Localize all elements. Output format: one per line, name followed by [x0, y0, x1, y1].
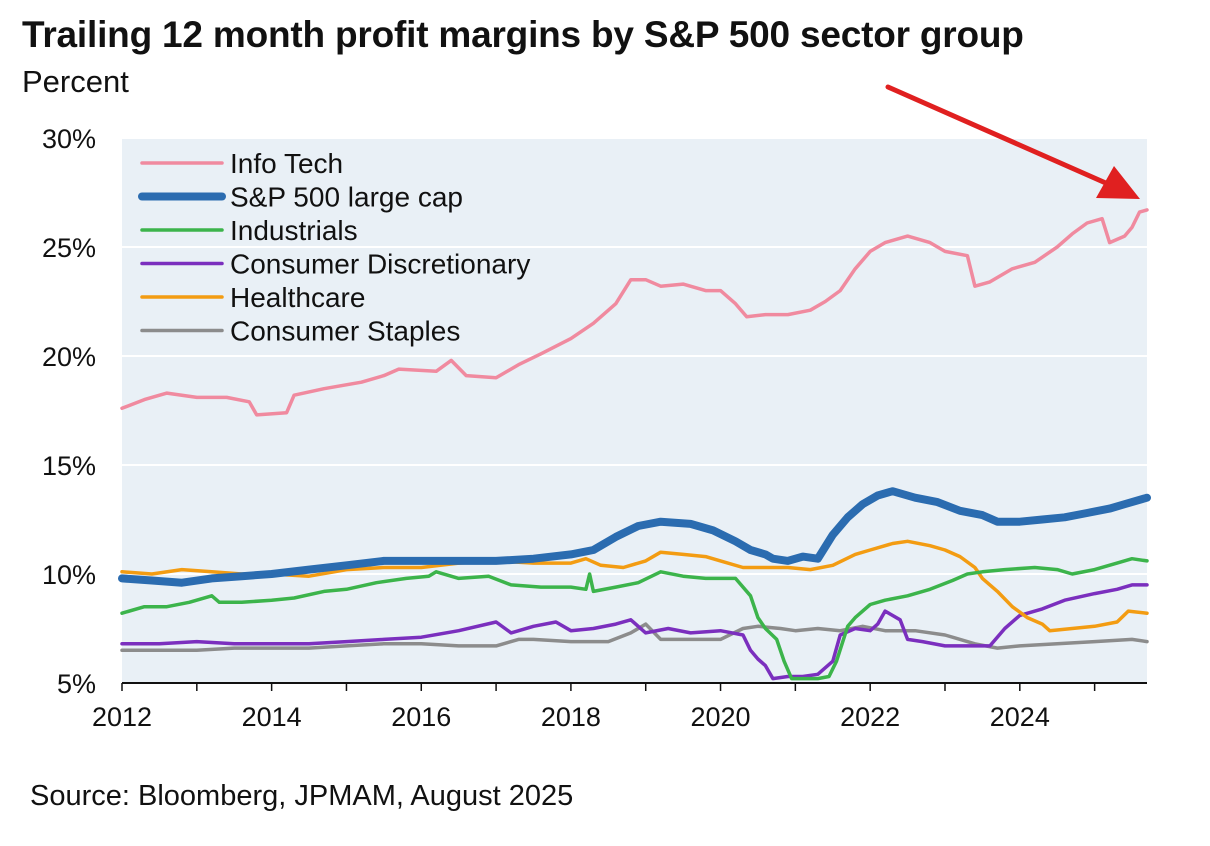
y-tick-label: 10% — [42, 560, 96, 590]
series-layer — [118, 208, 1151, 681]
series-line-healthcare — [120, 539, 1149, 633]
x-axis: 2012 2014 2016 2018 2020 2022 2024 — [92, 682, 1147, 732]
y-tick-label: 5% — [57, 669, 96, 699]
legend-label: S&P 500 large cap — [230, 182, 463, 213]
y-tick-label: 15% — [42, 451, 96, 481]
x-tick-label: 2018 — [541, 702, 601, 732]
annotation-arrow-head — [1096, 166, 1140, 199]
y-tick-label: 25% — [42, 233, 96, 263]
series-line-consumer-staples — [120, 622, 1149, 653]
series-line-consumer-discretionary — [120, 583, 1149, 681]
y-tick-label: 20% — [42, 342, 96, 372]
chart-title: Trailing 12 month profit margins by S&P … — [22, 14, 1024, 55]
series-line-info-tech — [120, 208, 1149, 417]
x-tick-label: 2014 — [242, 702, 302, 732]
legend-label: Consumer Discretionary — [230, 249, 530, 280]
x-tick-label: 2020 — [691, 702, 751, 732]
y-axis-ticks: 5% 10% 15% 20% 25% 30% — [42, 124, 96, 699]
legend-label: Consumer Staples — [230, 316, 460, 347]
x-tick-label: 2012 — [92, 702, 152, 732]
source-note: Source: Bloomberg, JPMAM, August 2025 — [30, 780, 574, 812]
plot-area — [122, 138, 1147, 683]
annotation-layer — [885, 84, 1140, 199]
legend-label: Industrials — [230, 215, 358, 246]
series-line-industrials — [120, 556, 1149, 681]
x-tick-label: 2022 — [840, 702, 900, 732]
x-tick-label: 2016 — [391, 702, 451, 732]
legend-label: Info Tech — [230, 148, 343, 179]
y-tick-label: 30% — [42, 124, 96, 154]
x-tick-label: 2024 — [990, 702, 1050, 732]
legend-label: Healthcare — [230, 282, 365, 313]
annotation-arrow-shaft — [885, 84, 1111, 187]
chart-subtitle: Percent — [22, 64, 129, 99]
series-line-s-p-500-large-cap — [118, 487, 1151, 587]
